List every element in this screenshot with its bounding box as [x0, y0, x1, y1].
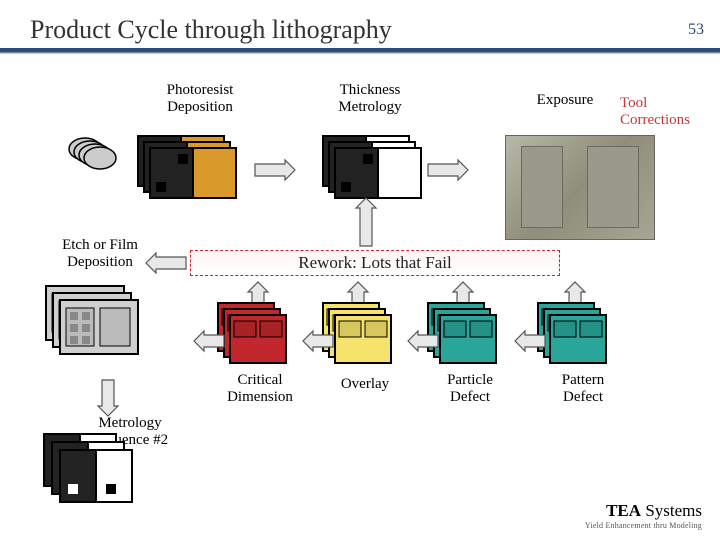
critical-dimension-machine — [224, 309, 280, 357]
critical-label: Critical Dimension — [210, 372, 310, 407]
pattern-label: Pattern Defect — [538, 372, 628, 407]
rework-bar: Rework: Lots that Fail — [190, 250, 560, 276]
metrology-seq-label: Metrology Sequence #2 — [75, 415, 185, 450]
metrology-sequence-machine — [52, 442, 124, 494]
critical-dimension-machine — [218, 303, 274, 351]
exposure-tool-image — [505, 135, 655, 240]
photoresist-deposition-machine — [138, 136, 224, 186]
page-number: 53 — [688, 21, 704, 39]
metrology-sequence-machine — [60, 450, 132, 502]
particle-label: Particle Defect — [425, 372, 515, 407]
overlay-label: Overlay — [320, 376, 410, 393]
etch-film-deposition-machine — [46, 286, 124, 340]
thickness-metrology-machine — [323, 136, 409, 186]
exposure-label: Exposure — [520, 92, 610, 109]
arrow-left-icon — [408, 331, 438, 351]
particle-defect-machine — [434, 309, 490, 357]
photoresist-deposition-machine — [144, 142, 230, 192]
wafer-icon — [79, 144, 111, 166]
wafer-icon — [84, 147, 116, 169]
thickness-metrology-machine — [335, 148, 421, 198]
page-title: Product Cycle through lithography — [30, 15, 392, 45]
title-bar: Product Cycle through lithography 53 — [30, 8, 710, 52]
arrow-right-icon — [255, 160, 295, 180]
arrow-left-icon — [303, 331, 333, 351]
tool-corrections-label: Tool Corrections — [620, 95, 690, 128]
arrow-left-icon — [194, 331, 224, 351]
wafer-icon — [74, 141, 106, 163]
thickness-label: Thickness Metrology — [320, 82, 420, 117]
etch-film-deposition-machine — [60, 300, 138, 354]
overlay-machine — [323, 303, 379, 351]
arrow-up-icon — [248, 282, 268, 304]
particle-defect-machine — [440, 315, 496, 363]
etch-label: Etch or Film Deposition — [45, 237, 155, 272]
overlay-machine — [329, 309, 385, 357]
particle-defect-machine — [428, 303, 484, 351]
pattern-defect-machine — [538, 303, 594, 351]
arrow-up-icon — [453, 282, 473, 304]
title-underline — [0, 48, 720, 54]
footer-brand: TEA Systems — [585, 501, 702, 521]
pattern-defect-machine — [544, 309, 600, 357]
arrow-down-icon — [98, 380, 118, 416]
wafer-icon — [69, 138, 101, 160]
footer: TEA Systems Yield Enhancement thru Model… — [585, 501, 702, 530]
pattern-defect-machine — [550, 315, 606, 363]
arrow-up-icon — [356, 198, 376, 246]
arrow-up-icon — [348, 282, 368, 304]
thickness-metrology-machine — [329, 142, 415, 192]
photoresist-deposition-machine — [150, 148, 236, 198]
overlay-machine — [335, 315, 391, 363]
critical-dimension-machine — [230, 315, 286, 363]
photoresist-label: Photoresist Deposition — [150, 82, 250, 117]
etch-film-deposition-machine — [53, 293, 131, 347]
arrow-left-icon — [515, 331, 545, 351]
arrow-up-icon — [565, 282, 585, 304]
footer-tagline: Yield Enhancement thru Modeling — [585, 521, 702, 530]
arrow-right-icon — [428, 160, 468, 180]
